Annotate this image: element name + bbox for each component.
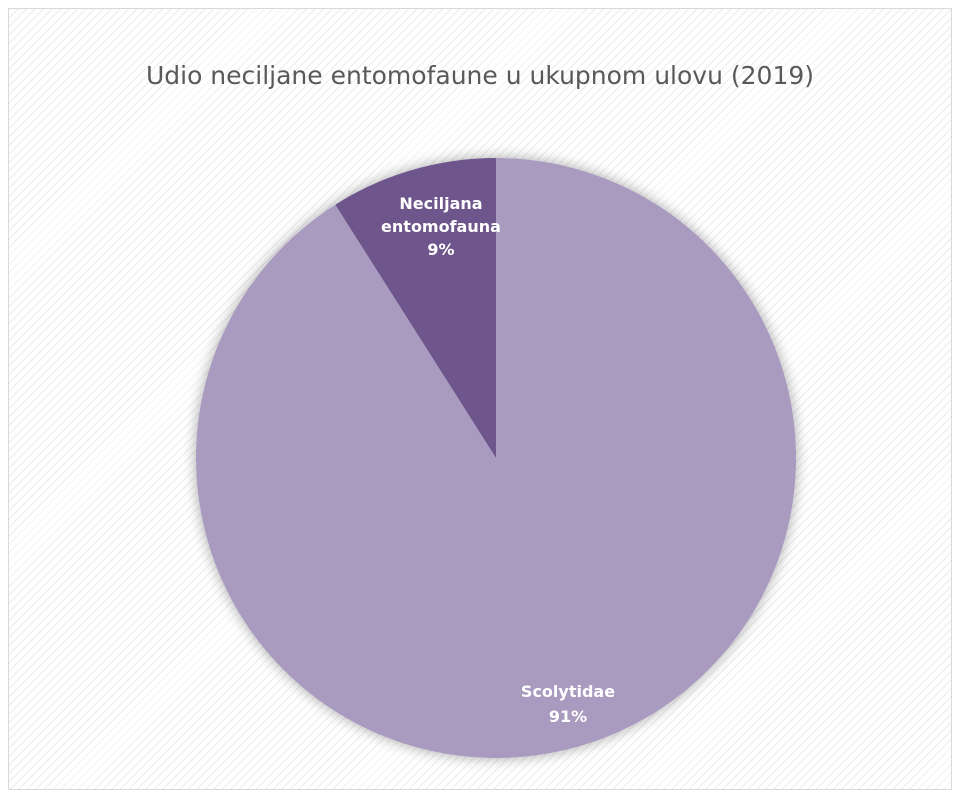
slice-label-line: Scolytidae <box>521 682 615 701</box>
pie-slice-neciljana-entomofauna <box>335 158 496 458</box>
slice-label-line: Neciljana <box>399 194 482 213</box>
slice-label-line: entomofauna <box>381 217 501 236</box>
slice-label-scolytidae: Scolytidae 91% <box>521 682 615 726</box>
slice-label-line: 9% <box>427 240 454 259</box>
pie-slice-scolytidae <box>195 158 796 758</box>
pie-chart: Neciljana entomofauna 9% Scolytidae 91% <box>195 158 796 758</box>
slice-label-line: 91% <box>549 707 587 726</box>
chart-title: Udio neciljane entomofaune u ukupnom ulo… <box>145 61 815 90</box>
chart-area: Udio neciljane entomofaune u ukupnom ulo… <box>8 8 952 790</box>
slice-label-neciljana-entomofauna: Neciljana entomofauna 9% <box>381 194 501 259</box>
